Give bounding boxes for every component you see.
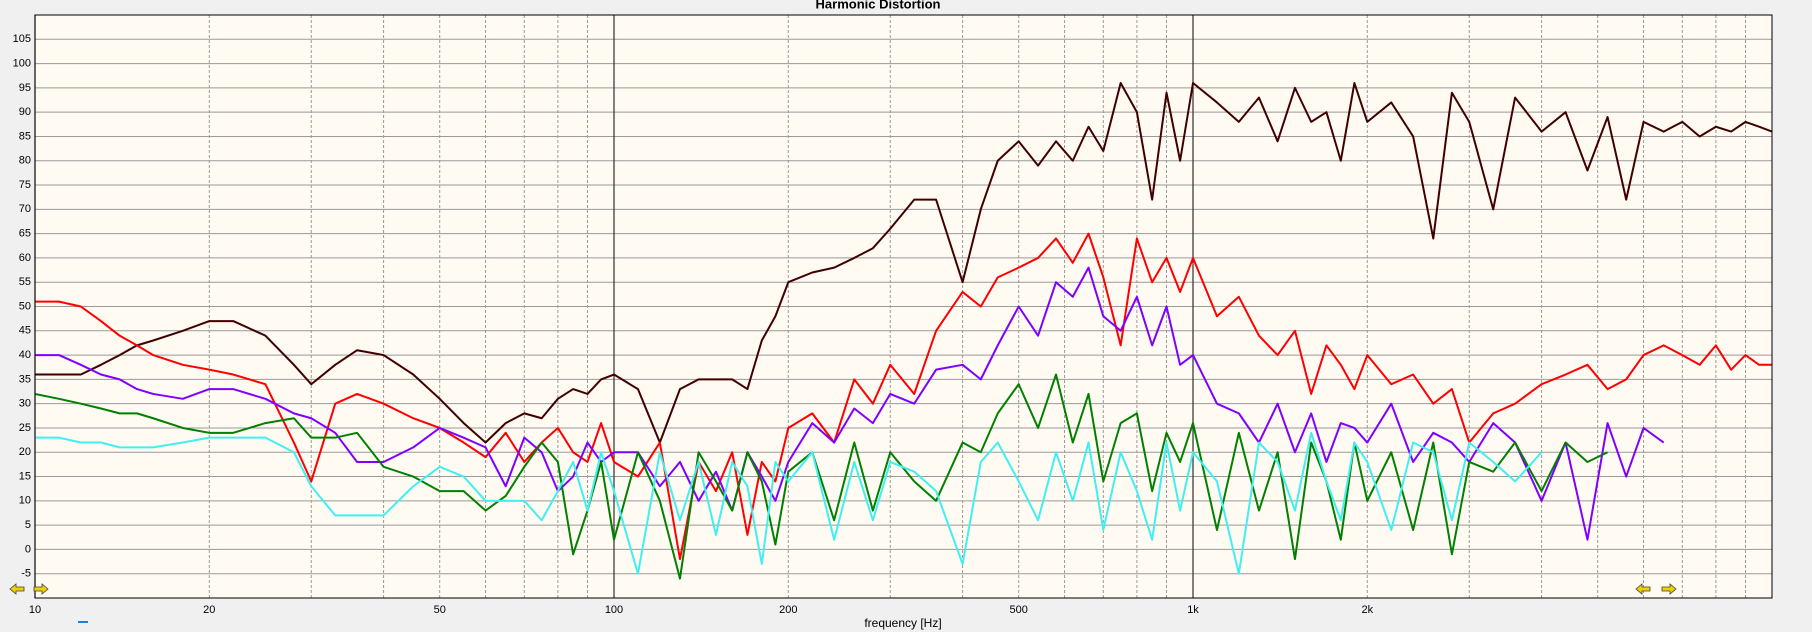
series-line [35, 266, 1665, 541]
y-tick-label: 15 [19, 470, 31, 482]
y-tick-label: 45 [19, 325, 31, 337]
x-tick-label: 2k [1361, 604, 1373, 616]
y-tick-label: 70 [19, 203, 31, 215]
y-tick-label: 10 [19, 495, 31, 507]
y-tick-label: 55 [19, 276, 31, 288]
x-tick-label: 100 [605, 604, 623, 616]
y-tick-label: 30 [19, 398, 31, 410]
series-line [35, 232, 1772, 561]
plot-frame [34, 14, 1773, 599]
series-line [35, 373, 1609, 580]
y-tick-label: 80 [19, 155, 31, 167]
x-tick-label: 50 [434, 604, 446, 616]
y-tick-label: 75 [19, 179, 31, 191]
y-tick-label: 20 [19, 446, 31, 458]
x-tick-label: 10 [29, 604, 41, 616]
lines [35, 82, 1772, 580]
y-tick-label: 60 [19, 252, 31, 264]
x-tick-label: 500 [1010, 604, 1028, 616]
y-tick-label: 35 [19, 373, 31, 385]
y-tick-label: 100 [13, 57, 31, 69]
y-tick-label: 25 [19, 422, 31, 434]
grid [34, 15, 1772, 598]
y-tick-label: 40 [19, 349, 31, 361]
y-tick-label: 5 [25, 519, 31, 531]
y-tick-label: 105 [13, 33, 31, 45]
y-tick-label: 95 [19, 82, 31, 94]
x-tick-label: 20 [203, 604, 215, 616]
cursor-left [9, 583, 49, 595]
y-tick-label: 50 [19, 300, 31, 312]
x-axis-label: frequency [Hz] [864, 616, 941, 630]
cursor-right [1635, 583, 1677, 595]
y-tick-label: -5 [21, 568, 31, 580]
y-tick-label: 90 [19, 106, 31, 118]
y-tick-label: 85 [19, 130, 31, 142]
x-tick-label: 200 [779, 604, 797, 616]
series-line [35, 431, 1543, 575]
series-line [35, 82, 1772, 444]
x-tick-label: 1k [1187, 604, 1199, 616]
y-tick-label: 0 [25, 543, 31, 555]
chart-title: Harmonic Distortion [816, 0, 941, 11]
y-tick-label: 65 [19, 228, 31, 240]
